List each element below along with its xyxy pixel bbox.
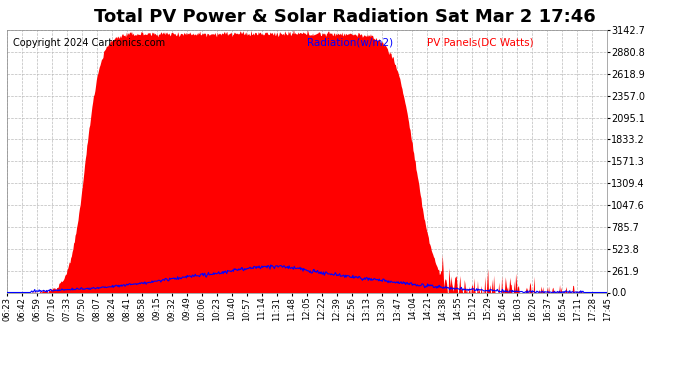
Text: Total PV Power & Solar Radiation Sat Mar 2 17:46: Total PV Power & Solar Radiation Sat Mar… <box>94 8 596 26</box>
Text: PV Panels(DC Watts): PV Panels(DC Watts) <box>427 38 534 48</box>
Text: Radiation(w/m2): Radiation(w/m2) <box>307 38 393 48</box>
Text: Copyright 2024 Cartronics.com: Copyright 2024 Cartronics.com <box>13 38 165 48</box>
